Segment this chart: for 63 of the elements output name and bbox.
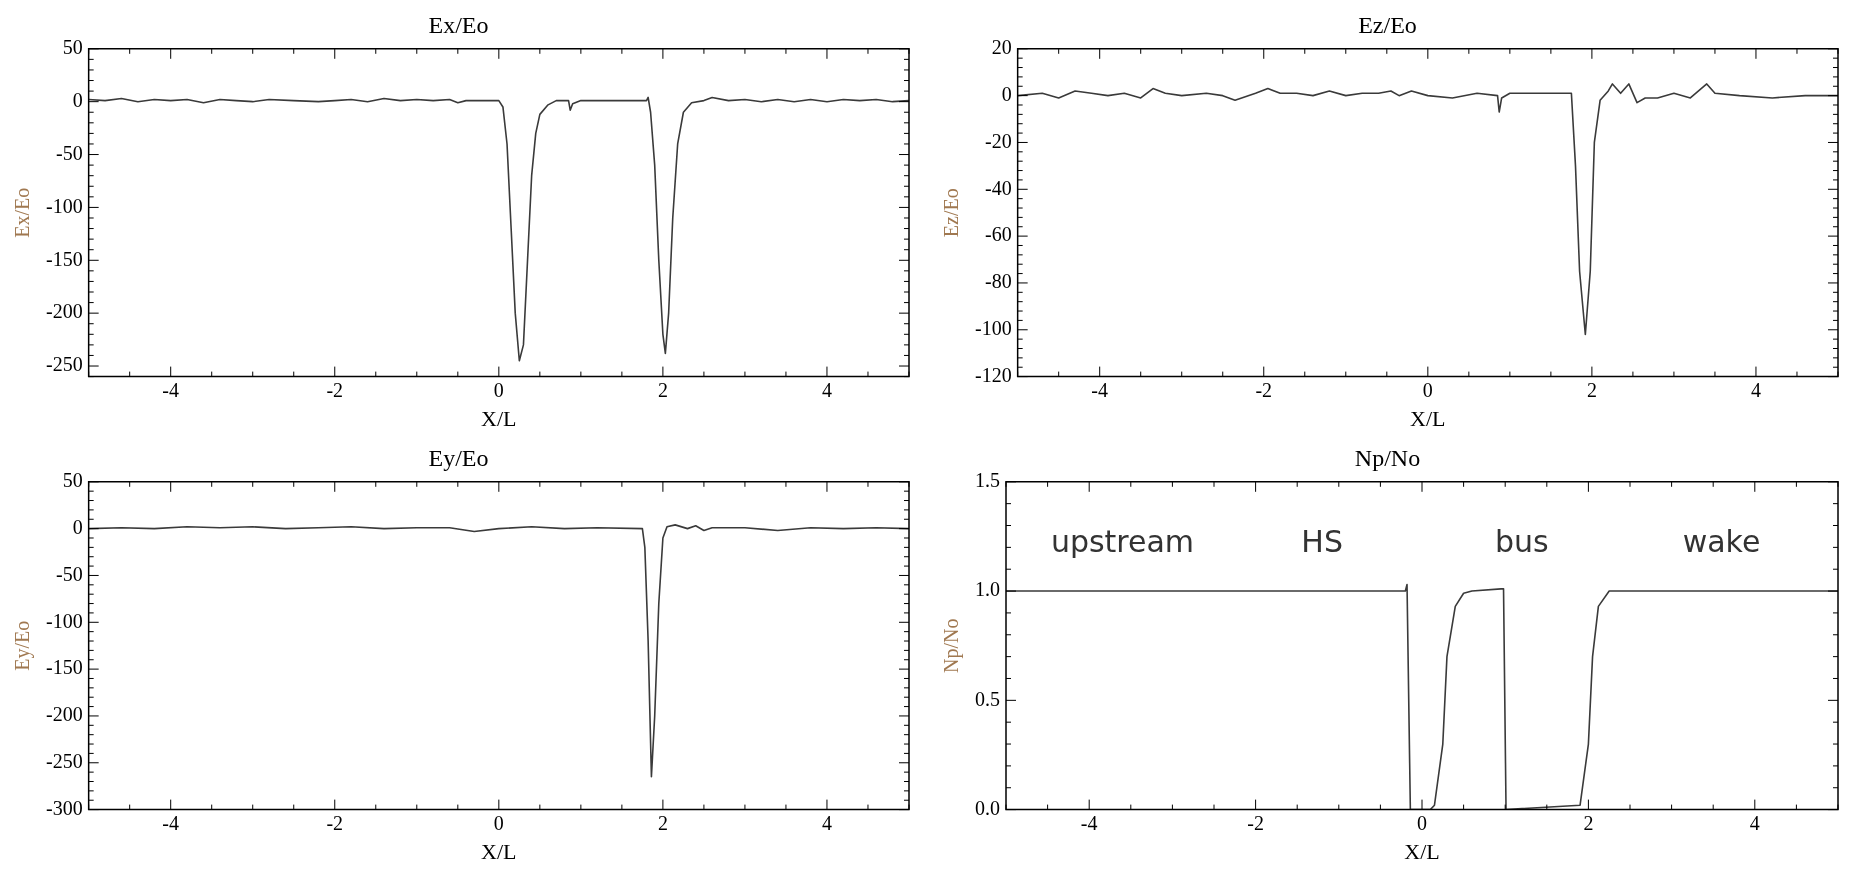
annotation: bus (1495, 523, 1549, 559)
x-tick-label: -2 (1255, 378, 1273, 401)
y-tick-label: -150 (45, 247, 83, 270)
x-tick-label: -4 (162, 378, 180, 401)
x-tick-label: 2 (657, 811, 668, 834)
x-tick-label: -4 (1080, 811, 1098, 834)
y-tick-label: -20 (984, 129, 1012, 152)
y-tick-label: -40 (984, 176, 1012, 199)
annotation: wake (1682, 523, 1761, 559)
y-tick-label: -50 (55, 141, 83, 164)
x-tick-label: 4 (821, 811, 832, 834)
y-tick-label: 0 (1001, 82, 1012, 105)
y-tick-label: -120 (974, 363, 1012, 386)
y-tick-label: -100 (974, 317, 1012, 340)
x-axis-title: X/L (481, 405, 517, 431)
y-tick-label: 0 (72, 88, 83, 111)
x-tick-label: -4 (162, 811, 180, 834)
x-tick-label: -2 (326, 378, 344, 401)
y-tick-label: 0 (72, 515, 83, 538)
y-tick-label: 50 (62, 36, 83, 59)
y-tick-label: 1.0 (975, 578, 1000, 601)
x-tick-label: 0 (1422, 378, 1433, 401)
y-tick-label: -80 (984, 270, 1012, 293)
y-axis-title: Ez/Eo (940, 188, 963, 238)
y-tick-label: -250 (45, 353, 83, 376)
x-tick-label: 0 (493, 378, 504, 401)
chart-title: Np/No (1354, 444, 1421, 471)
x-tick-label: -2 (326, 811, 344, 834)
chart-title: Ey/Eo (428, 444, 489, 471)
x-tick-label: 2 (1586, 378, 1597, 401)
chart-title: Ex/Eo (428, 11, 489, 38)
y-tick-label: -100 (45, 609, 83, 632)
x-axis-title: X/L (1404, 838, 1440, 864)
y-tick-label: -150 (45, 656, 83, 679)
y-tick-label: 20 (991, 36, 1012, 59)
annotation: upstream (1050, 523, 1195, 559)
x-tick-label: 4 (1750, 378, 1761, 401)
x-tick-label: 0 (1417, 811, 1427, 834)
x-tick-label: 2 (657, 378, 668, 401)
y-tick-label: 50 (62, 469, 83, 492)
y-tick-label: -300 (45, 796, 83, 819)
y-axis-title: Ex/Eo (11, 187, 34, 238)
x-tick-label: 4 (821, 378, 832, 401)
x-axis-title: X/L (1410, 405, 1446, 431)
x-tick-label: 4 (1749, 811, 1760, 834)
y-tick-label: -250 (45, 750, 83, 773)
y-axis-title: Ey/Eo (11, 620, 35, 671)
chart-title: Ez/Eo (1358, 11, 1417, 38)
annotation: HS (1301, 523, 1343, 559)
x-tick-label: 2 (1583, 811, 1594, 834)
x-axis-title: X/L (481, 838, 517, 864)
y-tick-label: 0.5 (975, 687, 1000, 710)
x-tick-label: -4 (1091, 378, 1109, 401)
y-tick-label: 1.5 (975, 469, 1000, 492)
y-axis-title: Np/No (940, 618, 964, 673)
y-tick-label: -200 (45, 703, 83, 726)
y-tick-label: -50 (55, 562, 83, 585)
x-tick-label: -2 (1247, 811, 1264, 834)
y-tick-label: -60 (984, 223, 1012, 246)
y-tick-label: 0.0 (975, 796, 1000, 819)
y-tick-label: -100 (45, 194, 83, 217)
x-tick-label: 0 (493, 811, 504, 834)
y-tick-label: -200 (45, 300, 83, 323)
